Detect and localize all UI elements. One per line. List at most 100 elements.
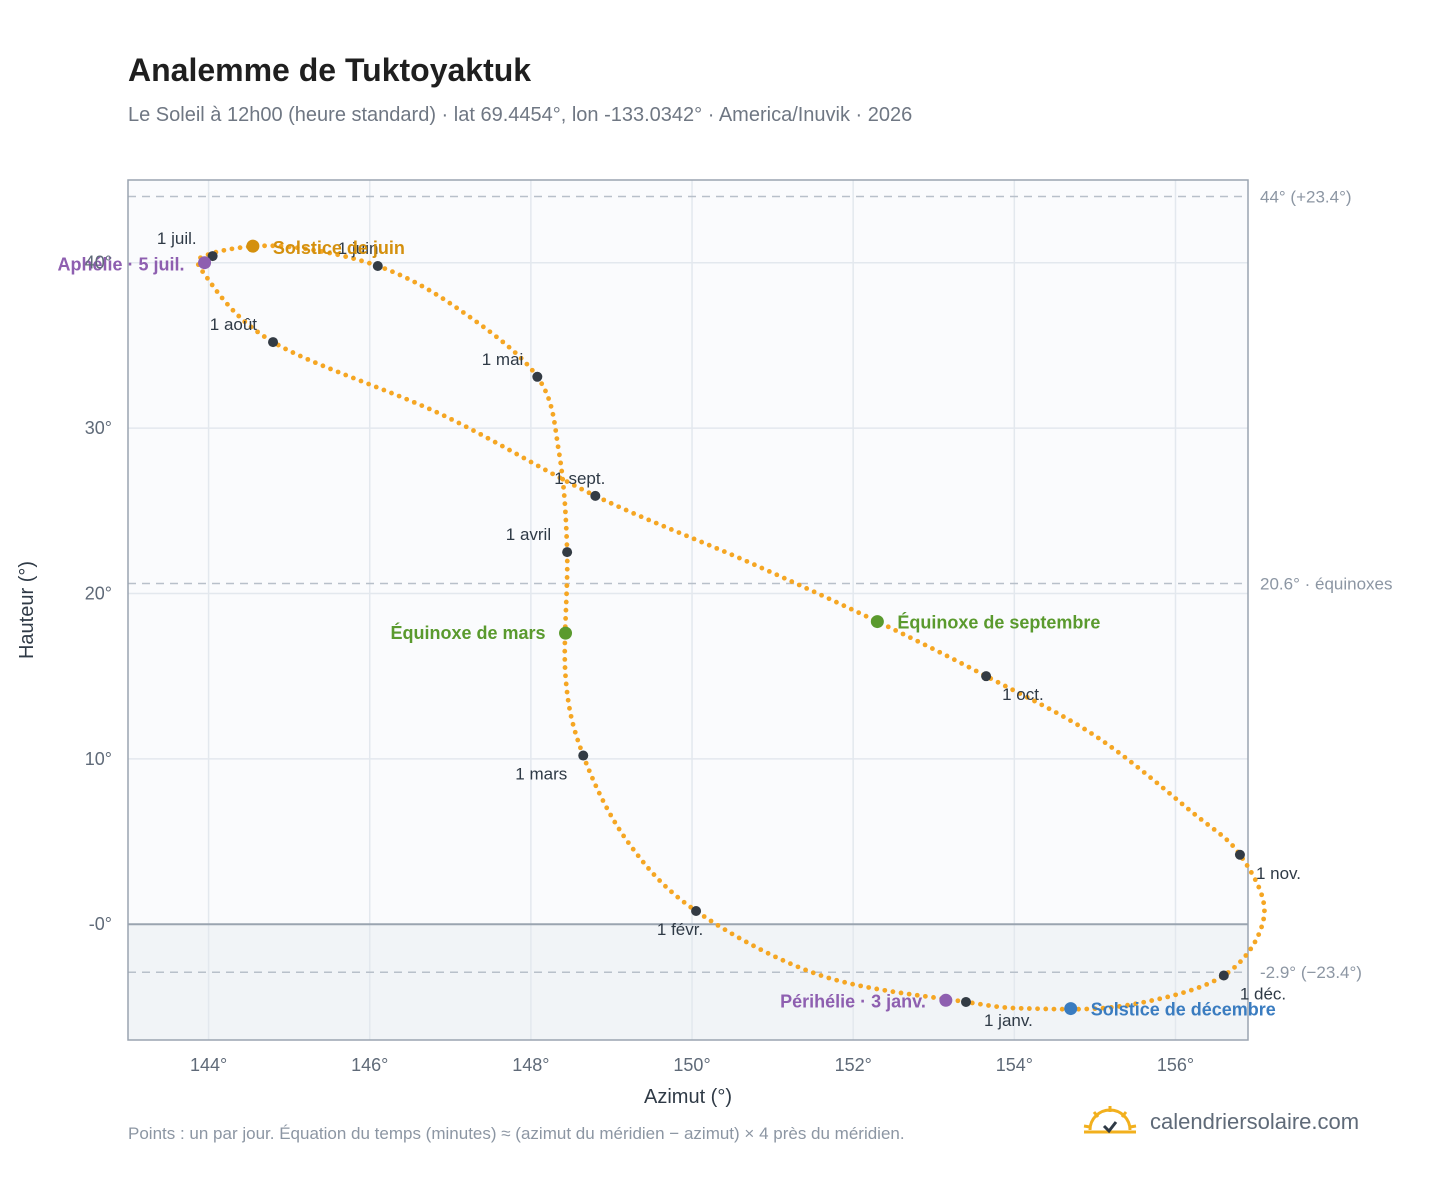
daily-sun-point <box>1002 683 1008 689</box>
daily-sun-point <box>1125 1002 1130 1008</box>
daily-sun-point <box>668 527 674 532</box>
daily-sun-point <box>447 300 453 306</box>
daily-sun-point <box>419 403 425 408</box>
daily-sun-point <box>426 406 432 412</box>
daily-sun-point <box>564 534 570 539</box>
daily-sun-point <box>500 339 506 345</box>
daily-sun-point <box>449 416 454 422</box>
brand-name: calendriersolaire.com <box>1150 1109 1360 1134</box>
x-tick-label: 152° <box>835 1055 872 1075</box>
month-point <box>590 490 601 501</box>
daily-sun-point <box>426 287 432 293</box>
daily-sun-point <box>562 648 568 654</box>
daily-sun-point <box>373 384 379 390</box>
daily-sun-point <box>915 638 921 644</box>
daily-sun-point <box>1256 884 1262 890</box>
daily-sun-point <box>978 1001 983 1007</box>
daily-sun-point <box>565 697 571 703</box>
event-point <box>559 626 573 640</box>
daily-sun-point <box>555 444 561 450</box>
event-label: Équinoxe de septembre <box>897 612 1100 633</box>
daily-sun-point <box>1039 702 1045 708</box>
daily-sun-point <box>559 468 565 474</box>
daily-sun-point <box>631 510 637 516</box>
daily-sun-point <box>412 279 418 285</box>
daily-sun-point <box>1076 1006 1081 1012</box>
daily-sun-point <box>994 1004 1000 1009</box>
daily-sun-point <box>507 447 512 453</box>
daily-sun-point <box>922 993 928 999</box>
daily-sun-point <box>460 310 466 315</box>
daily-sun-point <box>553 428 559 433</box>
daily-sun-point <box>550 411 556 417</box>
daily-sun-point <box>721 549 727 554</box>
daily-sun-point <box>1261 916 1267 922</box>
daily-sun-point <box>561 484 566 490</box>
daily-sun-point <box>951 657 957 663</box>
y-tick-label: 30° <box>85 418 112 438</box>
daily-sun-point <box>616 826 622 832</box>
daily-sun-point <box>434 409 440 415</box>
daily-sun-point <box>512 350 518 355</box>
daily-sun-point <box>1060 714 1066 719</box>
daily-sun-point <box>1188 987 1194 993</box>
month-label: 1 sept. <box>554 469 605 488</box>
brand[interactable]: calendriersolaire.com <box>1082 1104 1359 1140</box>
daily-sun-point <box>351 256 357 262</box>
daily-sun-point <box>1192 811 1198 817</box>
y-tick-label: 20° <box>85 583 112 603</box>
daily-sun-point <box>681 899 687 905</box>
daily-sun-point <box>1160 785 1166 791</box>
daily-sun-point <box>1252 877 1258 883</box>
daily-sun-point <box>1154 780 1160 786</box>
month-label: 1 mars <box>515 765 567 784</box>
daily-sun-point <box>1117 1004 1122 1009</box>
x-tick-label: 150° <box>673 1055 710 1075</box>
event-point <box>198 256 212 270</box>
daily-sun-point <box>1010 687 1016 693</box>
daily-sun-point <box>221 247 227 253</box>
reference-lines: 44° (+23.4°) 20.6° · équinoxes -2.9° (−23.… <box>128 188 1393 982</box>
daily-sun-point <box>557 452 562 458</box>
daily-sun-point <box>701 914 707 919</box>
daily-sun-point <box>474 319 480 325</box>
daily-sun-point <box>600 798 606 803</box>
daily-sun-point <box>209 282 215 288</box>
daily-sun-point <box>327 250 333 256</box>
daily-sun-point <box>765 950 771 956</box>
daily-sun-point <box>796 582 802 588</box>
daily-sun-point <box>255 329 260 335</box>
month-point <box>372 261 383 271</box>
daily-sun-point <box>328 366 333 372</box>
daily-sun-point <box>343 254 349 259</box>
daily-sun-point <box>1204 981 1210 987</box>
daily-sun-point <box>485 435 491 441</box>
grid <box>128 180 1248 1040</box>
daily-sun-point <box>433 291 439 297</box>
daily-sun-point <box>1018 1005 1024 1011</box>
daily-sun-point <box>487 329 493 335</box>
daily-sun-point <box>305 356 311 362</box>
daily-sun-point <box>563 525 569 531</box>
daily-sun-point <box>528 459 534 465</box>
event-point <box>939 993 953 1007</box>
daily-sun-point <box>557 475 563 481</box>
daily-sun-point <box>1135 764 1141 770</box>
daily-sun-point <box>562 665 568 670</box>
daily-sun-point <box>973 668 979 674</box>
sun-calendar-icon <box>1083 1106 1137 1134</box>
daily-sun-point <box>804 585 810 591</box>
daily-sun-point <box>562 501 568 507</box>
daily-sun-point <box>1095 735 1101 741</box>
reference-line-label: 20.6° · équinoxes <box>1260 575 1393 594</box>
daily-sun-point <box>358 378 364 384</box>
month-label: 1 août <box>210 315 258 334</box>
daily-sun-point <box>1167 790 1172 796</box>
daily-sun-point <box>419 283 425 289</box>
daily-sun-point <box>312 360 318 366</box>
daily-sun-point <box>562 656 568 662</box>
daily-sun-point <box>986 1003 991 1008</box>
daily-sun-point <box>657 878 662 883</box>
daily-sun-point <box>922 642 928 648</box>
